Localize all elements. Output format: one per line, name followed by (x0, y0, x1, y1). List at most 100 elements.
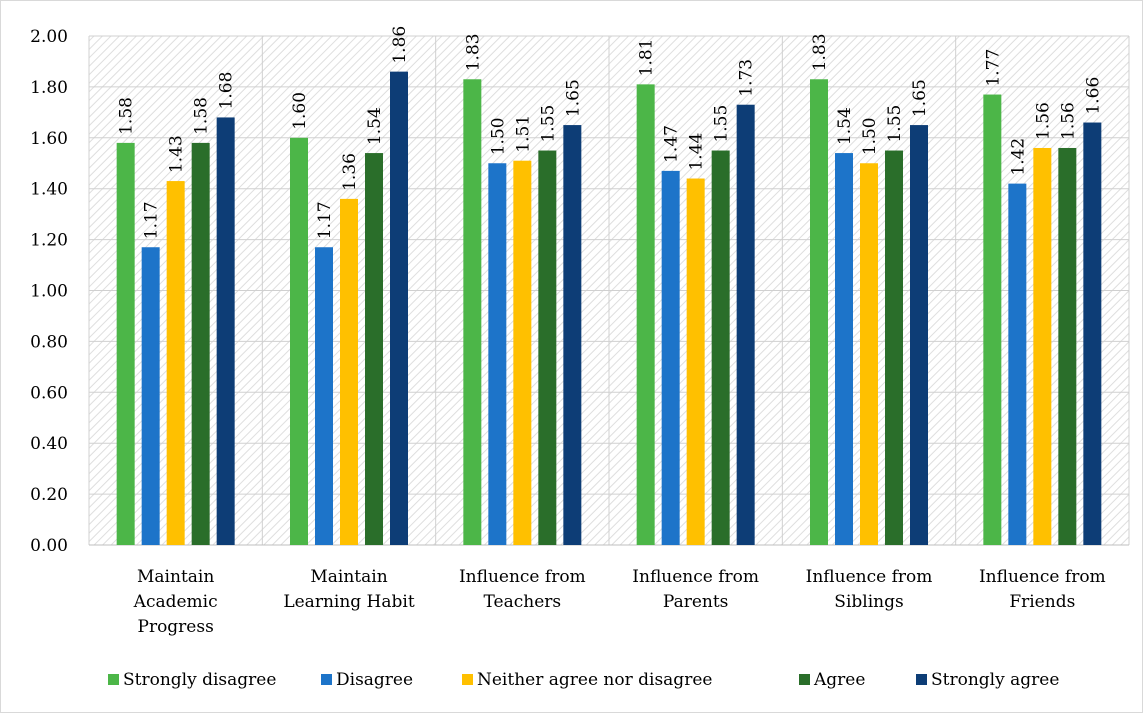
legend-swatch (321, 674, 332, 685)
legend-swatch (799, 674, 810, 685)
bar (488, 163, 507, 545)
y-axis: 0.00 0.20 0.40 0.60 0.80 1.00 1.20 1.40 1.60 1.80… (30, 27, 68, 556)
bar (216, 117, 235, 545)
data-label: 1.17 (142, 201, 162, 239)
bar (563, 125, 582, 545)
bar (1083, 122, 1102, 545)
bar (1033, 147, 1052, 546)
bars: 1.581.171.431.581.681.601.171.361.541.86… (116, 26, 1103, 546)
x-category-label: Influence from (459, 567, 586, 587)
data-label: 1.77 (983, 49, 1003, 87)
bar (835, 153, 853, 545)
bar (686, 178, 705, 545)
bar (1008, 183, 1027, 546)
x-category-label: Friends (1009, 592, 1075, 612)
data-label: 1.56 (1058, 102, 1078, 140)
data-label: 1.86 (390, 26, 410, 64)
y-tick-label: 1.20 (30, 231, 68, 251)
data-label: 1.55 (538, 105, 558, 143)
legend-label: Disagree (336, 670, 413, 690)
x-category-label: Influence from (632, 567, 759, 587)
data-label: 1.54 (835, 107, 855, 145)
data-label: 1.81 (637, 38, 657, 76)
bar (513, 160, 532, 545)
data-label: 1.17 (315, 201, 335, 239)
data-label: 1.68 (217, 72, 237, 110)
x-category-label: Parents (663, 592, 729, 612)
data-label: 1.65 (910, 79, 930, 117)
x-category-label: Maintain (310, 567, 387, 587)
data-label: 1.50 (488, 117, 508, 155)
bar (538, 150, 557, 545)
bar (810, 79, 828, 545)
y-tick-label: 0.40 (30, 434, 68, 454)
y-tick-label: 1.40 (30, 180, 68, 200)
bar (983, 94, 1002, 545)
bar (290, 137, 308, 546)
legend-label: Neither agree nor disagree (477, 670, 712, 690)
y-tick-label: 1.60 (30, 129, 68, 149)
gridlines (88, 35, 1130, 546)
x-category-label: Progress (138, 617, 214, 637)
bar (885, 150, 903, 545)
data-label: 1.51 (513, 115, 533, 153)
data-label: 1.55 (885, 105, 905, 143)
data-label: 1.58 (117, 97, 137, 135)
bar (191, 142, 210, 545)
bar (141, 247, 160, 546)
x-axis: Maintain Academic Progress Maintain Learning… (133, 567, 1106, 637)
legend-label: Strongly disagree (123, 670, 276, 690)
data-label: 1.60 (290, 92, 310, 130)
legend: Strongly disagree Disagree Neither agree n… (108, 670, 1059, 690)
y-tick-label: 0.60 (30, 383, 68, 403)
legend-swatch (916, 674, 927, 685)
bar (736, 104, 755, 545)
bar (390, 71, 408, 545)
x-category-label: Academic (133, 592, 218, 612)
bar (463, 79, 482, 545)
x-category-label: Learning Habit (283, 592, 415, 612)
data-label: 1.55 (712, 105, 732, 143)
x-category-label: Influence from (806, 567, 933, 587)
bar (365, 153, 383, 545)
legend-label: Agree (813, 670, 865, 690)
y-tick-label: 0.20 (30, 485, 68, 505)
bar (910, 125, 928, 545)
data-label: 1.42 (1008, 138, 1028, 176)
data-label: 1.47 (662, 125, 682, 163)
x-category-label: Maintain (137, 567, 214, 587)
data-label: 1.50 (860, 117, 880, 155)
x-category-label: Teachers (484, 592, 562, 612)
data-label: 1.73 (737, 59, 757, 97)
bar (860, 163, 878, 545)
y-tick-label: 2.00 (30, 27, 68, 47)
bar (315, 247, 333, 546)
data-label: 1.83 (463, 33, 483, 71)
y-tick-label: 0.00 (30, 536, 68, 556)
data-label: 1.54 (365, 107, 385, 145)
legend-label: Strongly agree (931, 670, 1059, 690)
y-tick-label: 0.80 (30, 332, 68, 352)
bar (1058, 147, 1077, 546)
bar (116, 142, 135, 545)
legend-swatch (108, 674, 119, 685)
data-label: 1.83 (810, 33, 830, 71)
bar (340, 198, 358, 545)
bar (166, 181, 185, 545)
data-label: 1.36 (340, 153, 360, 191)
data-label: 1.65 (563, 79, 583, 117)
data-label: 1.43 (167, 135, 187, 173)
x-category-label: Influence from (979, 567, 1106, 587)
bar (661, 170, 680, 545)
x-category-label: Siblings (834, 592, 903, 612)
data-label: 1.58 (192, 97, 212, 135)
bar (711, 150, 730, 545)
data-label: 1.56 (1033, 102, 1053, 140)
y-tick-label: 1.00 (30, 282, 68, 302)
y-tick-label: 1.80 (30, 78, 68, 98)
legend-swatch (462, 674, 473, 685)
bar (636, 84, 655, 545)
data-label: 1.66 (1083, 77, 1103, 115)
